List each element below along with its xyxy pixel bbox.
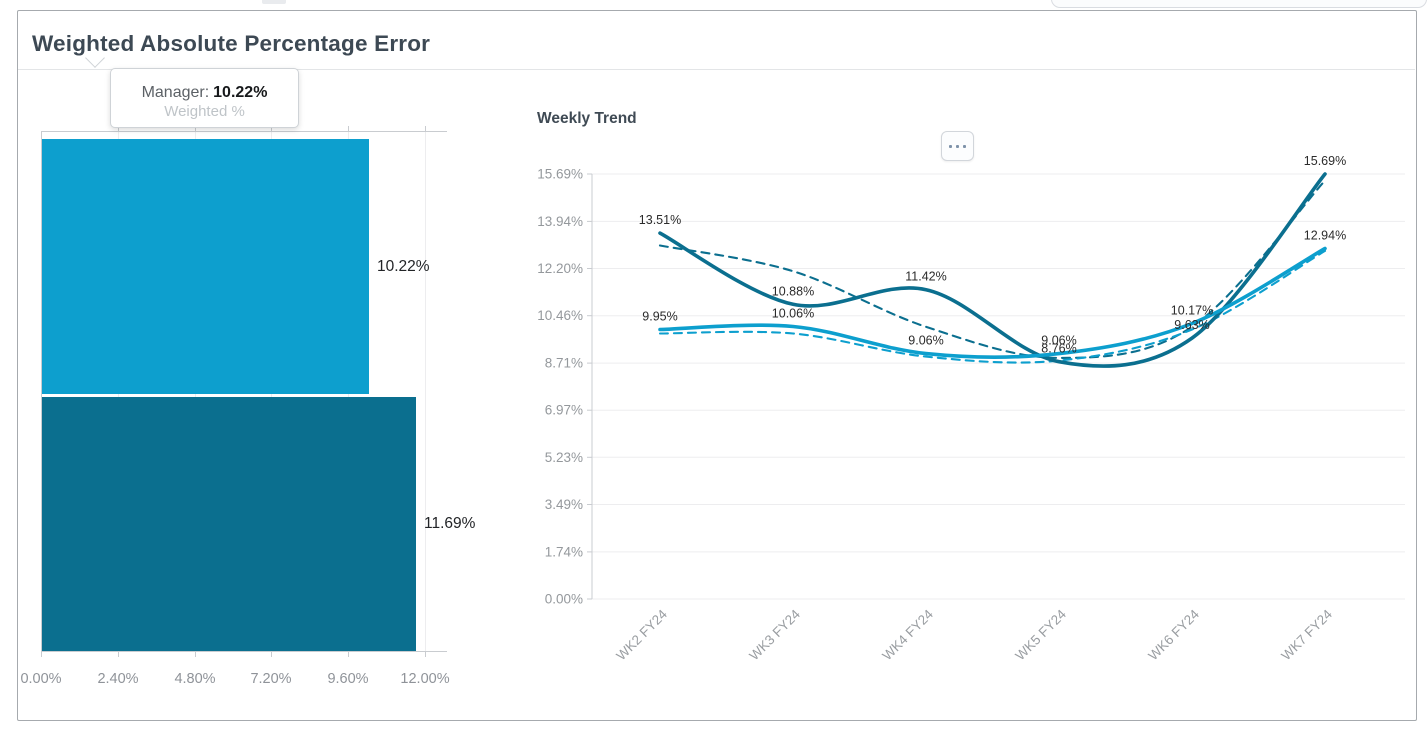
bar-bottom-tick bbox=[41, 651, 42, 657]
ellipsis-icon bbox=[949, 144, 952, 148]
bar-x-tick-label: 7.20% bbox=[250, 671, 292, 687]
tooltip-series-label: Manager: bbox=[141, 84, 210, 101]
bar-left-axis bbox=[41, 131, 42, 651]
tooltip-measure-label: Weighted % bbox=[164, 103, 245, 120]
trend-x-tick-label: WK5 FY24 bbox=[1012, 606, 1069, 663]
trend-y-tick-label: 13.94% bbox=[537, 214, 583, 229]
weekly-trend-chart: 0.00% 1.74% 3.49% 5.23% 6.97% 8.71% 10.46% 12.2… bbox=[537, 154, 1405, 663]
trend-x-tick-label: WK6 FY24 bbox=[1145, 606, 1202, 663]
bar-top-axis bbox=[41, 131, 447, 132]
trend-point-label-light-solid: 9.06% bbox=[1041, 334, 1076, 348]
weekly-trend-title: Weekly Trend bbox=[537, 110, 637, 127]
bar-bottom-tick bbox=[348, 651, 349, 657]
cutoff-panel-fragment bbox=[1051, 0, 1427, 8]
trend-point-label-light-solid: 10.06% bbox=[772, 307, 814, 321]
bar-x-tick-label: 2.40% bbox=[97, 671, 139, 687]
cutoff-fragment bbox=[262, 0, 286, 4]
bar-value-label: 10.22% bbox=[377, 257, 430, 275]
trend-point-label-dark-solid: 11.42% bbox=[905, 270, 946, 284]
bar[interactable] bbox=[42, 139, 369, 394]
data-tooltip: Manager: 10.22% Weighted % bbox=[110, 68, 299, 128]
trend-y-tick-label: 8.71% bbox=[545, 356, 583, 371]
trend-point-label-light-solid: 9.95% bbox=[642, 310, 677, 324]
bar-bottom-axis bbox=[41, 651, 447, 652]
bar-top-tick bbox=[348, 126, 349, 131]
bar-top-tick bbox=[195, 126, 196, 131]
bar-x-tick-label: 0.00% bbox=[20, 671, 62, 687]
trend-y-tick-label: 10.46% bbox=[537, 308, 583, 323]
trend-point-label-dark-solid: 13.51% bbox=[639, 213, 681, 227]
trend-line-dark-solid[interactable] bbox=[658, 172, 1327, 368]
trend-line-dark-dashed-trend[interactable] bbox=[658, 179, 1327, 359]
title-divider bbox=[18, 69, 1415, 70]
bar-x-tick-label: 9.60% bbox=[327, 671, 369, 687]
trend-x-tick-label: WK7 FY24 bbox=[1278, 606, 1335, 663]
trend-point-label-light-solid: 12.94% bbox=[1304, 229, 1346, 243]
trend-line-light-solid[interactable] bbox=[658, 246, 1327, 359]
more-options-button[interactable] bbox=[941, 131, 974, 161]
trend-point-label-dark-solid: 9.63% bbox=[1174, 318, 1209, 332]
bar-x-tick-label: 12.00% bbox=[400, 671, 450, 687]
bar-value-label: 11.69% bbox=[424, 515, 476, 532]
tooltip-series-line: Manager: 10.22% bbox=[111, 84, 298, 102]
trend-y-tick-label: 1.74% bbox=[545, 544, 583, 559]
bar-bottom-tick bbox=[195, 651, 196, 657]
bar-gridline bbox=[425, 131, 426, 651]
tooltip-value: 10.22% bbox=[213, 84, 268, 101]
trend-point-label-dark-solid: 10.88% bbox=[772, 284, 814, 298]
trend-y-tick-label: 15.69% bbox=[537, 167, 583, 182]
trend-x-tick-label: WK4 FY24 bbox=[879, 606, 936, 663]
bar-x-tick-label: 4.80% bbox=[174, 671, 216, 687]
bar-top-tick bbox=[118, 126, 119, 131]
bar-bottom-tick bbox=[425, 651, 426, 657]
trend-y-tick-label: 6.97% bbox=[545, 403, 583, 418]
bar-top-tick bbox=[271, 126, 272, 131]
trend-point-label-light-solid: 10.17% bbox=[1171, 304, 1213, 318]
trend-point-label-dark-solid: 8.76% bbox=[1041, 342, 1076, 356]
bar-bottom-tick bbox=[271, 651, 272, 657]
trend-y-tick-label: 0.00% bbox=[545, 592, 583, 607]
trend-x-tick-label: WK2 FY24 bbox=[613, 606, 670, 663]
trend-point-label-dark-solid: 15.69% bbox=[1304, 154, 1346, 168]
trend-x-tick-label: WK3 FY24 bbox=[746, 606, 803, 663]
bar[interactable] bbox=[42, 397, 416, 651]
ellipsis-icon bbox=[956, 144, 959, 148]
trend-y-tick-label: 5.23% bbox=[545, 450, 583, 465]
trend-y-tick-label: 12.20% bbox=[537, 261, 583, 276]
trend-point-label-light-solid: 9.06% bbox=[908, 334, 943, 348]
trend-y-tick-label: 3.49% bbox=[545, 497, 583, 512]
bar-top-tick bbox=[425, 126, 426, 131]
ellipsis-icon bbox=[963, 144, 966, 148]
bar-bottom-tick bbox=[118, 651, 119, 657]
